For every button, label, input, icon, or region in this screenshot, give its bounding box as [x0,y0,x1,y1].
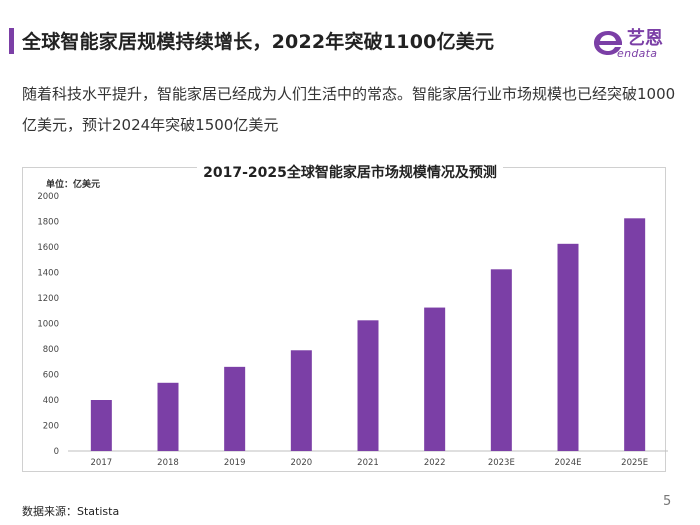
bar-2020 [290,350,312,451]
y-tick-label: 1000 [37,320,59,330]
y-tick-label: 800 [43,345,59,355]
intro-paragraph: 随着科技水平提升，智能家居已经成为人们生活中的常态。智能家居行业市场规模也已经突… [22,85,676,134]
y-tick-label: 1400 [37,269,59,279]
bar-2018 [157,382,179,451]
title-accent-bar [9,28,14,54]
page-title: 全球智能家居规模持续增长，2022年突破1100亿美元 [22,31,495,53]
x-tick-label: 2024E [554,458,581,468]
y-tick-label: 1200 [37,294,59,304]
page-number: 5 [663,494,672,509]
bar-2021 [357,320,379,451]
y-tick-label: 400 [43,396,59,406]
y-tick-label: 0 [54,447,59,457]
logo-text-en: endata [617,47,658,60]
y-tick-label: 200 [43,422,59,432]
x-tick-label: 2021 [357,458,379,468]
x-tick-label: 2019 [224,458,246,468]
bar-2019 [224,366,246,451]
chart-title: 2017-2025全球智能家居市场规模情况及预测 [0,162,700,182]
y-tick-label: 2000 [37,192,59,202]
endata-logo-icon [594,31,622,55]
x-tick-label: 2023E [488,458,515,468]
bar-2024E [557,243,579,451]
y-tick-label: 600 [43,371,59,381]
data-source: 数据来源：Statista [22,505,120,518]
bar-2023E [490,269,512,451]
chart-unit-label: 单位：亿美元 [46,180,101,190]
x-tick-label: 2020 [291,458,313,468]
bar-2025E [624,218,646,451]
brand-logo: 艺恩 endata [592,24,692,64]
logo-text-cn: 艺恩 [627,28,663,49]
y-tick-label: 1600 [37,243,59,253]
x-tick-label: 2017 [91,458,113,468]
x-tick-label: 2025E [621,458,648,468]
x-tick-label: 2022 [424,458,446,468]
x-tick-label: 2018 [157,458,179,468]
bar-2022 [424,307,446,451]
bar-2017 [90,400,112,451]
y-tick-label: 1800 [37,218,59,228]
